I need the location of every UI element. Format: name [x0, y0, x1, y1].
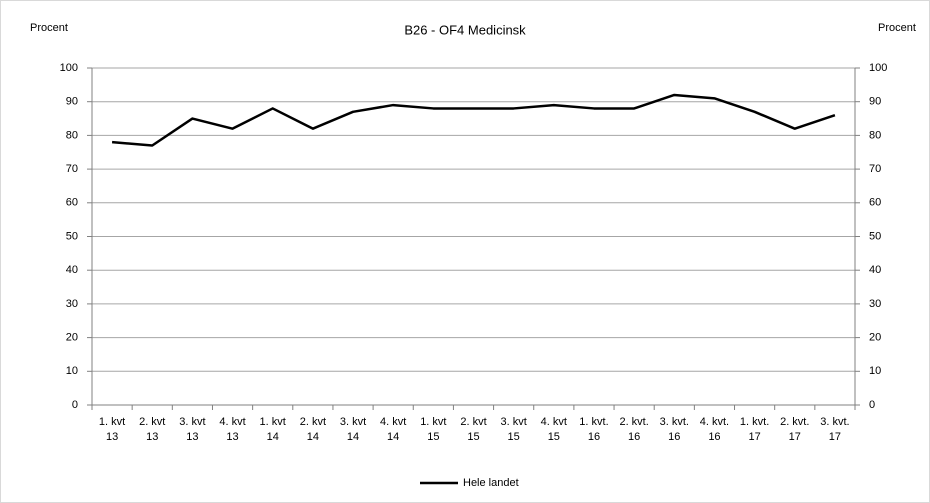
x-tick-label: 14: [307, 431, 319, 443]
y-tick-label: 70: [66, 163, 78, 175]
y2-tick-label: 10: [869, 365, 881, 377]
x-tick-label: 3. kvt: [501, 416, 527, 428]
chart-title: B26 - OF4 Medicinsk: [404, 22, 526, 37]
x-tick-label: 2. kvt: [139, 416, 165, 428]
x-tick-label: 3. kvt: [340, 416, 366, 428]
x-tick-label: 4. kvt.: [700, 416, 729, 428]
x-tick-label: 16: [708, 431, 720, 443]
y-tick-label: 10: [66, 365, 78, 377]
y-tick-label: 20: [66, 332, 78, 344]
x-tick-label: 1. kvt: [99, 416, 125, 428]
y-tick-label: 60: [66, 197, 78, 209]
x-tick-label: 13: [186, 431, 198, 443]
x-tick-label: 3. kvt: [179, 416, 205, 428]
x-tick-label: 13: [226, 431, 238, 443]
y2-tick-label: 30: [869, 298, 881, 310]
y-axis-label: Procent: [30, 22, 68, 34]
x-tick-label: 2. kvt: [300, 416, 326, 428]
y2-axis-label: Procent: [878, 22, 916, 34]
x-tick-label: 16: [668, 431, 680, 443]
x-tick-label: 14: [347, 431, 359, 443]
x-tick-label: 13: [106, 431, 118, 443]
y2-tick-label: 90: [869, 96, 881, 108]
y-tick-label: 100: [60, 62, 78, 74]
y2-tick-label: 70: [869, 163, 881, 175]
x-tick-label: 3. kvt.: [820, 416, 849, 428]
y2-tick-label: 50: [869, 230, 881, 242]
x-tick-label: 13: [146, 431, 158, 443]
legend-label: Hele landet: [463, 477, 519, 489]
x-tick-label: 17: [789, 431, 801, 443]
y-tick-label: 40: [66, 264, 78, 276]
x-tick-label: 15: [508, 431, 520, 443]
line-series: [111, 93, 836, 147]
x-tick-label: 14: [387, 431, 399, 443]
y2-tick-label: 20: [869, 332, 881, 344]
x-tick-label: 17: [748, 431, 760, 443]
x-tick-label: 1. kvt.: [579, 416, 608, 428]
x-tick-label: 15: [427, 431, 439, 443]
x-tick-label: 2. kvt.: [780, 416, 809, 428]
x-tick-label: 15: [548, 431, 560, 443]
x-tick-label: 1. kvt.: [740, 416, 769, 428]
x-tick-label: 2. kvt.: [619, 416, 648, 428]
y-tick-label: 80: [66, 129, 78, 141]
y-tick-label: 30: [66, 298, 78, 310]
y2-tick-label: 40: [869, 264, 881, 276]
x-tick-label: 16: [588, 431, 600, 443]
y2-tick-label: 0: [869, 399, 875, 411]
x-tick-label: 4. kvt: [219, 416, 245, 428]
x-tick-label: 16: [628, 431, 640, 443]
x-tick-label: 15: [467, 431, 479, 443]
x-tick-label: 2. kvt: [460, 416, 486, 428]
y-tick-label: 90: [66, 96, 78, 108]
x-tick-label: 1. kvt: [420, 416, 446, 428]
x-tick-label: 4. kvt: [380, 416, 406, 428]
x-tick-label: 14: [267, 431, 279, 443]
x-tick-label: 4. kvt: [541, 416, 567, 428]
y-tick-label: 50: [66, 230, 78, 242]
x-tick-label: 3. kvt.: [660, 416, 689, 428]
y2-tick-label: 100: [869, 62, 887, 74]
x-tick-label: 17: [829, 431, 841, 443]
y-tick-label: 0: [72, 399, 78, 411]
y2-tick-label: 60: [869, 197, 881, 209]
x-tick-label: 1. kvt: [260, 416, 286, 428]
y2-tick-label: 80: [869, 129, 881, 141]
